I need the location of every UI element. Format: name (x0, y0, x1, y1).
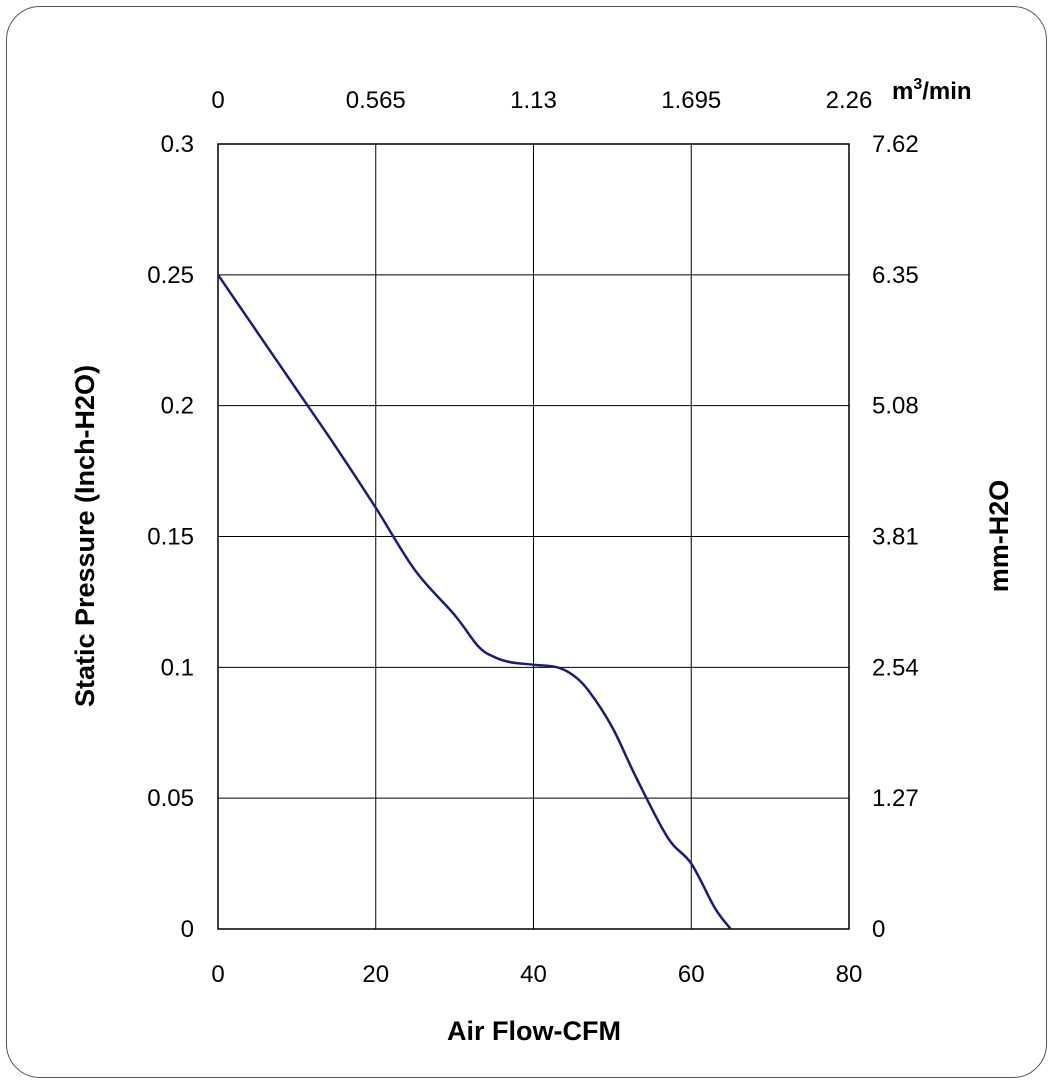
x-tick-label: 20 (362, 961, 389, 988)
y2-tick-label: 7.62 (872, 131, 919, 158)
y-tick-label: 0.25 (147, 262, 194, 289)
series-line (216, 274, 732, 930)
x2-tick-label: 2.26 (826, 87, 873, 114)
x2-tick-label: 1.695 (661, 87, 721, 114)
x2-unit-tail: /min (922, 78, 971, 105)
x2-tick-label: 0.565 (346, 87, 406, 114)
x2-unit-base: m (892, 78, 913, 105)
y-axis-title: Static Pressure (Inch-H2O) (70, 365, 100, 707)
y-tick-labels: 0 0.05 0.1 0.15 0.2 0.25 0.3 (147, 131, 194, 943)
x2-axis-unit: m3/min (892, 76, 972, 105)
y2-tick-label: 6.35 (872, 262, 919, 289)
y-tick-label: 0 (181, 916, 194, 943)
y2-tick-label: 0 (872, 916, 885, 943)
plot-area-border (217, 143, 850, 930)
x2-tick-label: 0 (211, 87, 224, 114)
x-tick-labels: 0 20 40 60 80 (211, 961, 862, 988)
grid-lines (218, 144, 849, 929)
y-tick-label: 0.3 (161, 131, 194, 158)
x-axis-title: Air Flow-CFM (447, 1016, 621, 1046)
chart-frame (6, 6, 1047, 1078)
x2-unit-sup: 3 (913, 76, 922, 93)
x-tick-label: 0 (211, 961, 224, 988)
y2-tick-labels: 0 1.27 2.54 3.81 5.08 6.35 7.62 (872, 131, 919, 943)
y-tick-label: 0.05 (147, 785, 194, 812)
x-tick-label: 80 (836, 961, 863, 988)
y-tick-label: 0.15 (147, 524, 194, 551)
x-tick-label: 60 (678, 961, 705, 988)
y2-tick-label: 5.08 (872, 393, 919, 420)
y2-tick-label: 1.27 (872, 785, 919, 812)
y2-tick-label: 2.54 (872, 654, 919, 681)
y2-tick-label: 3.81 (872, 524, 919, 551)
y-tick-label: 0.2 (161, 393, 194, 420)
x2-tick-label: 1.13 (510, 87, 557, 114)
x-tick-label: 40 (520, 961, 547, 988)
x2-tick-labels: 0 0.565 1.13 1.695 2.26 (211, 87, 872, 114)
y-tick-label: 0.1 (161, 654, 194, 681)
y2-axis-title: mm-H2O (984, 480, 1014, 593)
